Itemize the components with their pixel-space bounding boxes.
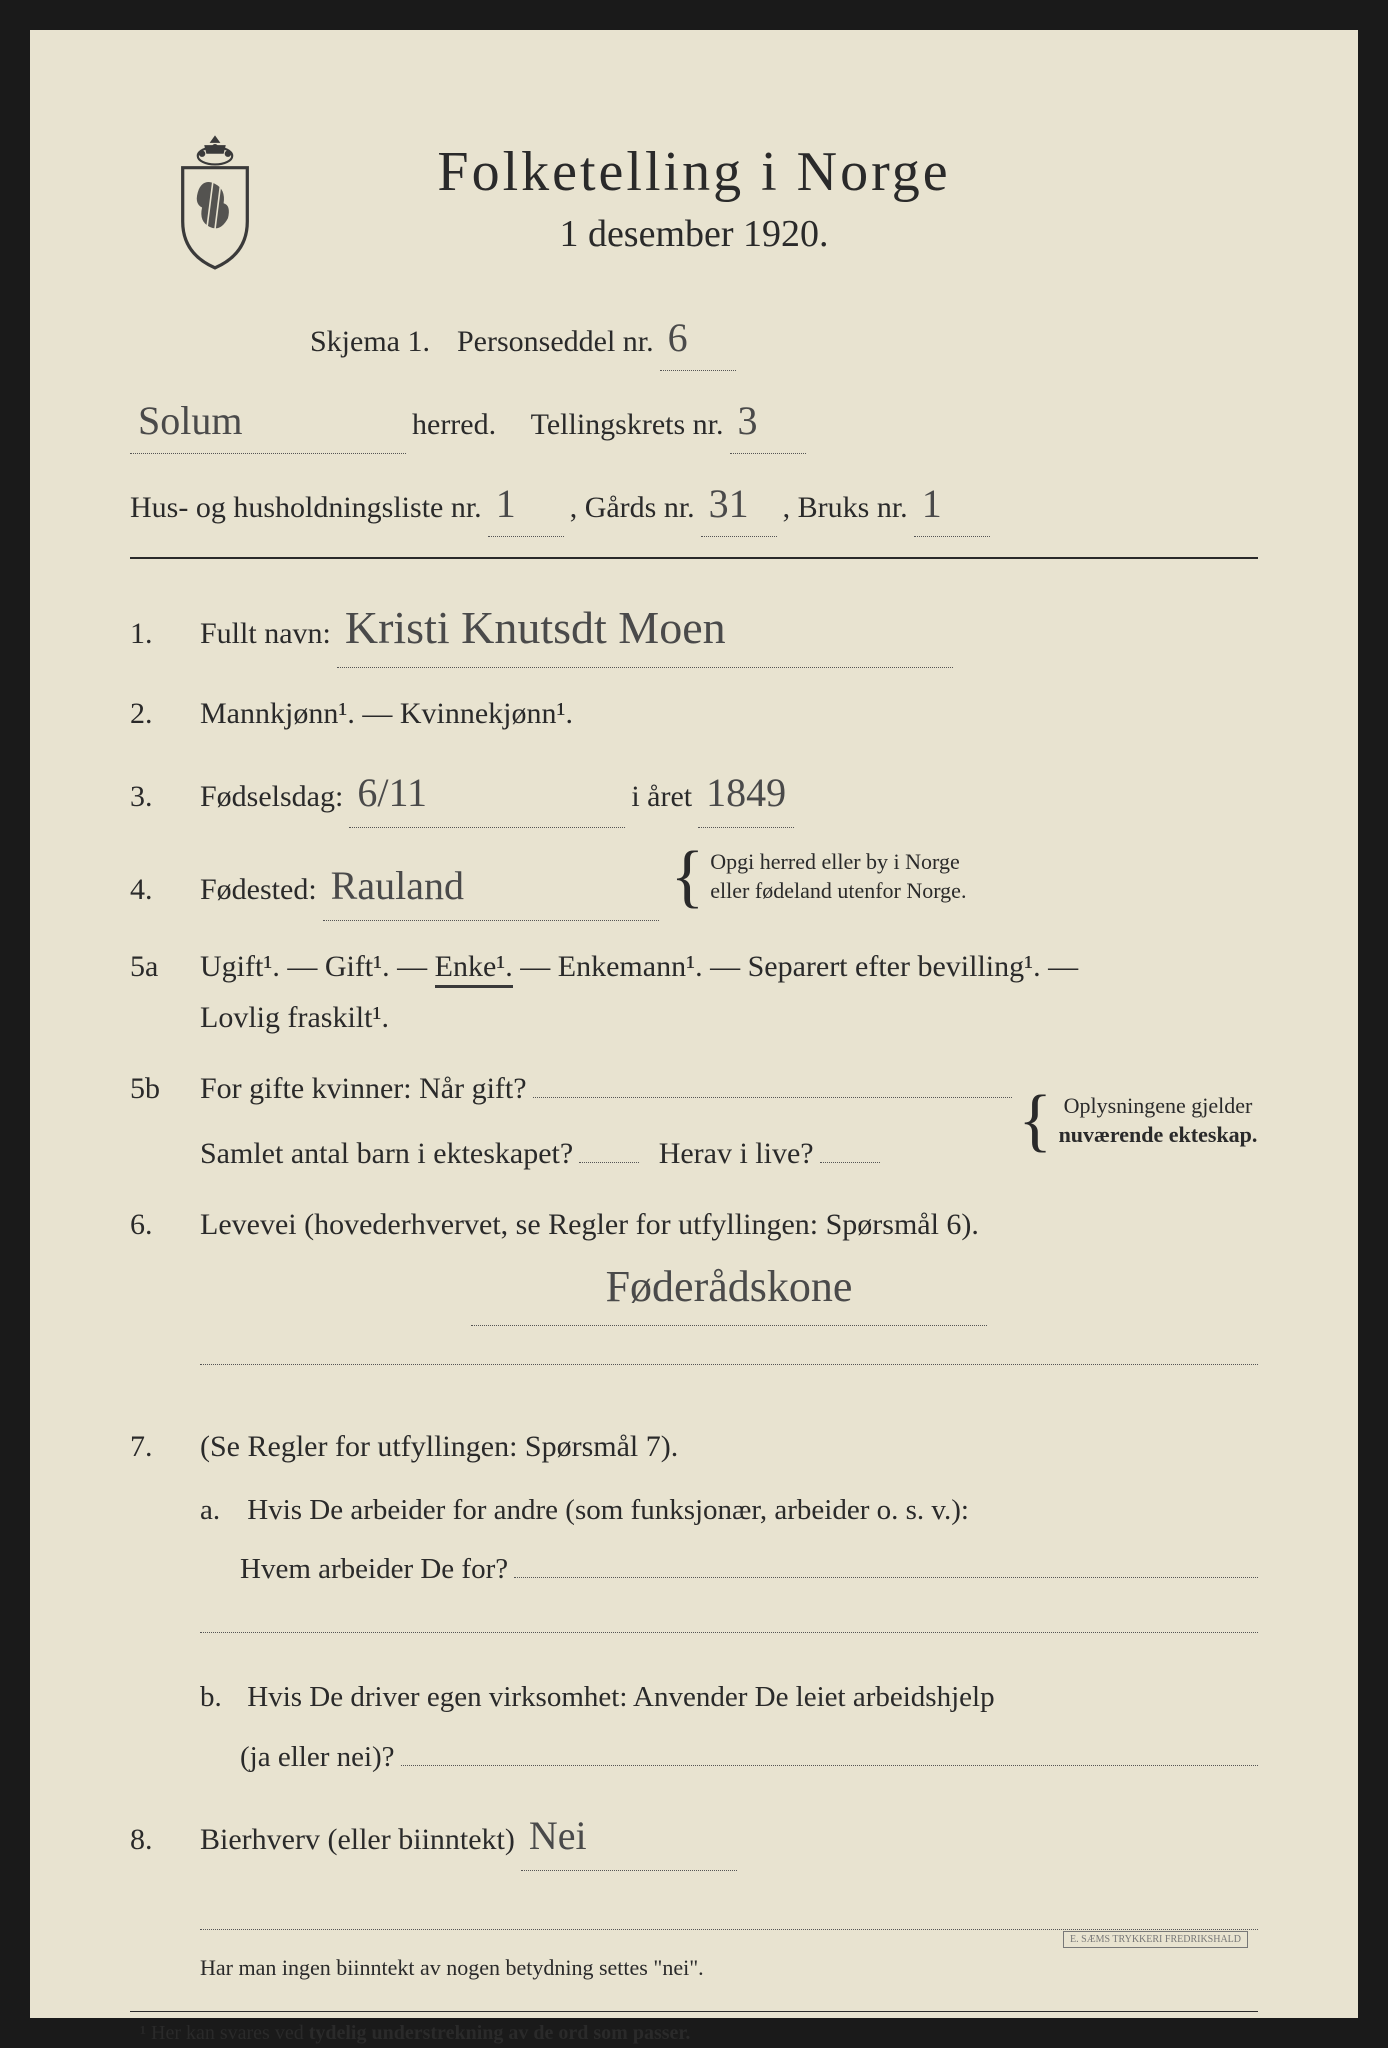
q5a-num: 5a	[130, 950, 200, 984]
q4-row: 4. Fødested: Rauland { Opgi herred eller…	[130, 848, 1258, 921]
q5a-before: Ugift¹. — Gift¹. —	[200, 950, 435, 983]
q5b-fill1	[533, 1097, 1013, 1098]
q5b-fill3	[820, 1162, 880, 1163]
q7b-q: (ja eller nei)?	[240, 1733, 395, 1782]
personseddel-label: Personseddel nr.	[457, 318, 654, 366]
tellingskrets-label: Tellingskrets nr.	[531, 401, 724, 449]
coat-of-arms-icon	[160, 130, 270, 270]
q7-num: 7.	[130, 1430, 200, 1464]
meta-line-3: Hus- og husholdningsliste nr. 1 , Gårds …	[130, 472, 1258, 537]
meta-line-1: Skjema 1. Personseddel nr. 6	[310, 306, 1258, 371]
main-title: Folketelling i Norge	[130, 140, 1258, 204]
footnote-instruction: ¹ Her kan svares ved tydelig understrekn…	[130, 2022, 1258, 2045]
gards-label: , Gårds nr.	[570, 484, 695, 532]
tellingskrets-nr: 3	[730, 389, 806, 454]
q6-label: Levevei (hovederhvervet, se Regler for u…	[200, 1208, 979, 1241]
herred-label: herred.	[412, 401, 496, 449]
bruks-label: , Bruks nr.	[783, 484, 908, 532]
husliste-nr: 1	[488, 472, 564, 537]
q5a-row: 5a Ugift¹. — Gift¹. — Enke¹. — Enkemann¹…	[130, 941, 1258, 1043]
q8-row: 8. Bierhverv (eller biinntekt) Nei	[130, 1802, 1258, 1871]
q2-row: 2. Mannkjønn¹. — Kvinnekjønn¹.	[130, 688, 1258, 739]
census-form-paper: Folketelling i Norge 1 desember 1920. Sk…	[30, 30, 1358, 2018]
q8-dotted-line	[200, 1901, 1258, 1930]
q7a-fill	[514, 1577, 1258, 1578]
q5b-label1: For gifte kvinner: Når gift?	[200, 1063, 527, 1114]
q3-year: 1849	[698, 759, 794, 828]
page-frame: Folketelling i Norge 1 desember 1920. Sk…	[0, 0, 1388, 2048]
q8-num: 8.	[130, 1823, 200, 1857]
q3-year-label: i året	[631, 771, 692, 822]
q8-label: Bierhverv (eller biinntekt)	[200, 1814, 515, 1865]
printer-mark: E. SÆMS TRYKKERI FREDRIKSHALD	[1063, 1931, 1248, 1948]
husliste-label: Hus- og husholdningsliste nr.	[130, 484, 482, 532]
q5b-row: 5b For gifte kvinner: Når gift? Samlet a…	[130, 1063, 1258, 1179]
q1-label: Fullt navn:	[200, 608, 331, 659]
q2-label: Mannkjønn¹. — Kvinnekjønn¹.	[200, 688, 1258, 739]
q8-value: Nei	[521, 1802, 737, 1871]
meta-line-2: Solum herred. Tellingskrets nr. 3	[130, 389, 1258, 454]
q1-num: 1.	[130, 617, 200, 651]
q4-label: Fødested:	[200, 864, 317, 915]
q7a-letter: a.	[200, 1486, 240, 1535]
q1-value: Kristi Knutsdt Moen	[337, 589, 953, 668]
q5b-label3: Herav i live?	[659, 1128, 814, 1179]
q2-num: 2.	[130, 697, 200, 731]
q7a-q: Hvem arbeider De for?	[240, 1545, 508, 1594]
q1-row: 1. Fullt navn: Kristi Knutsdt Moen	[130, 589, 1258, 668]
q6-row: 6. Levevei (hovederhvervet, se Regler fo…	[130, 1199, 1258, 1381]
q7-row: 7. (Se Regler for utfyllingen: Spørsmål …	[130, 1421, 1258, 1782]
q6-num: 6.	[130, 1208, 200, 1242]
divider-top	[130, 557, 1258, 559]
title-block: Folketelling i Norge 1 desember 1920.	[130, 140, 1258, 256]
footnote-nei: Har man ingen biinntekt av nogen betydni…	[200, 1955, 1258, 1981]
q5b-label2: Samlet antal barn i ekteskapet?	[200, 1128, 573, 1179]
q5b-side-note: Oplysningene gjelder nuværende ekteskap.	[1058, 1092, 1258, 1149]
q7b-fill	[401, 1765, 1258, 1766]
q7a-label: Hvis De arbeider for andre (som funksjon…	[247, 1494, 969, 1526]
q5a-selected: Enke¹.	[435, 950, 513, 988]
q7-label: (Se Regler for utfyllingen: Spørsmål 7).	[200, 1430, 678, 1463]
personseddel-nr: 6	[660, 306, 736, 371]
herred-value: Solum	[130, 389, 406, 454]
brace-icon: {	[671, 856, 705, 898]
q3-num: 3.	[130, 780, 200, 814]
skjema-label: Skjema 1.	[310, 318, 430, 366]
footnote-divider	[130, 2011, 1258, 2012]
q3-row: 3. Fødselsdag: 6/11 i året 1849	[130, 759, 1258, 828]
q5b-num: 5b	[130, 1072, 200, 1106]
q5b-fill2	[579, 1162, 639, 1163]
q7a-dotted-line	[200, 1604, 1258, 1633]
q4-side-note: Opgi herred eller by i Norge eller fødel…	[710, 848, 990, 905]
q4-num: 4.	[130, 873, 200, 907]
q5a-line2: Lovlig fraskilt¹.	[200, 992, 1258, 1043]
q5a-after: — Enkemann¹. — Separert efter bevilling¹…	[513, 950, 1078, 983]
q3-label: Fødselsdag:	[200, 771, 343, 822]
q6-value: Føderådskone	[471, 1250, 987, 1326]
q6-dotted-line	[200, 1336, 1258, 1365]
brace-icon: {	[1018, 1100, 1052, 1142]
gards-nr: 31	[701, 472, 777, 537]
q4-value: Rauland	[323, 852, 659, 921]
q3-day: 6/11	[349, 759, 625, 828]
subtitle: 1 desember 1920.	[130, 212, 1258, 256]
bruks-nr: 1	[914, 472, 990, 537]
q7b-label: Hvis De driver egen virksomhet: Anvender…	[247, 1681, 994, 1713]
q7b-letter: b.	[200, 1673, 240, 1722]
